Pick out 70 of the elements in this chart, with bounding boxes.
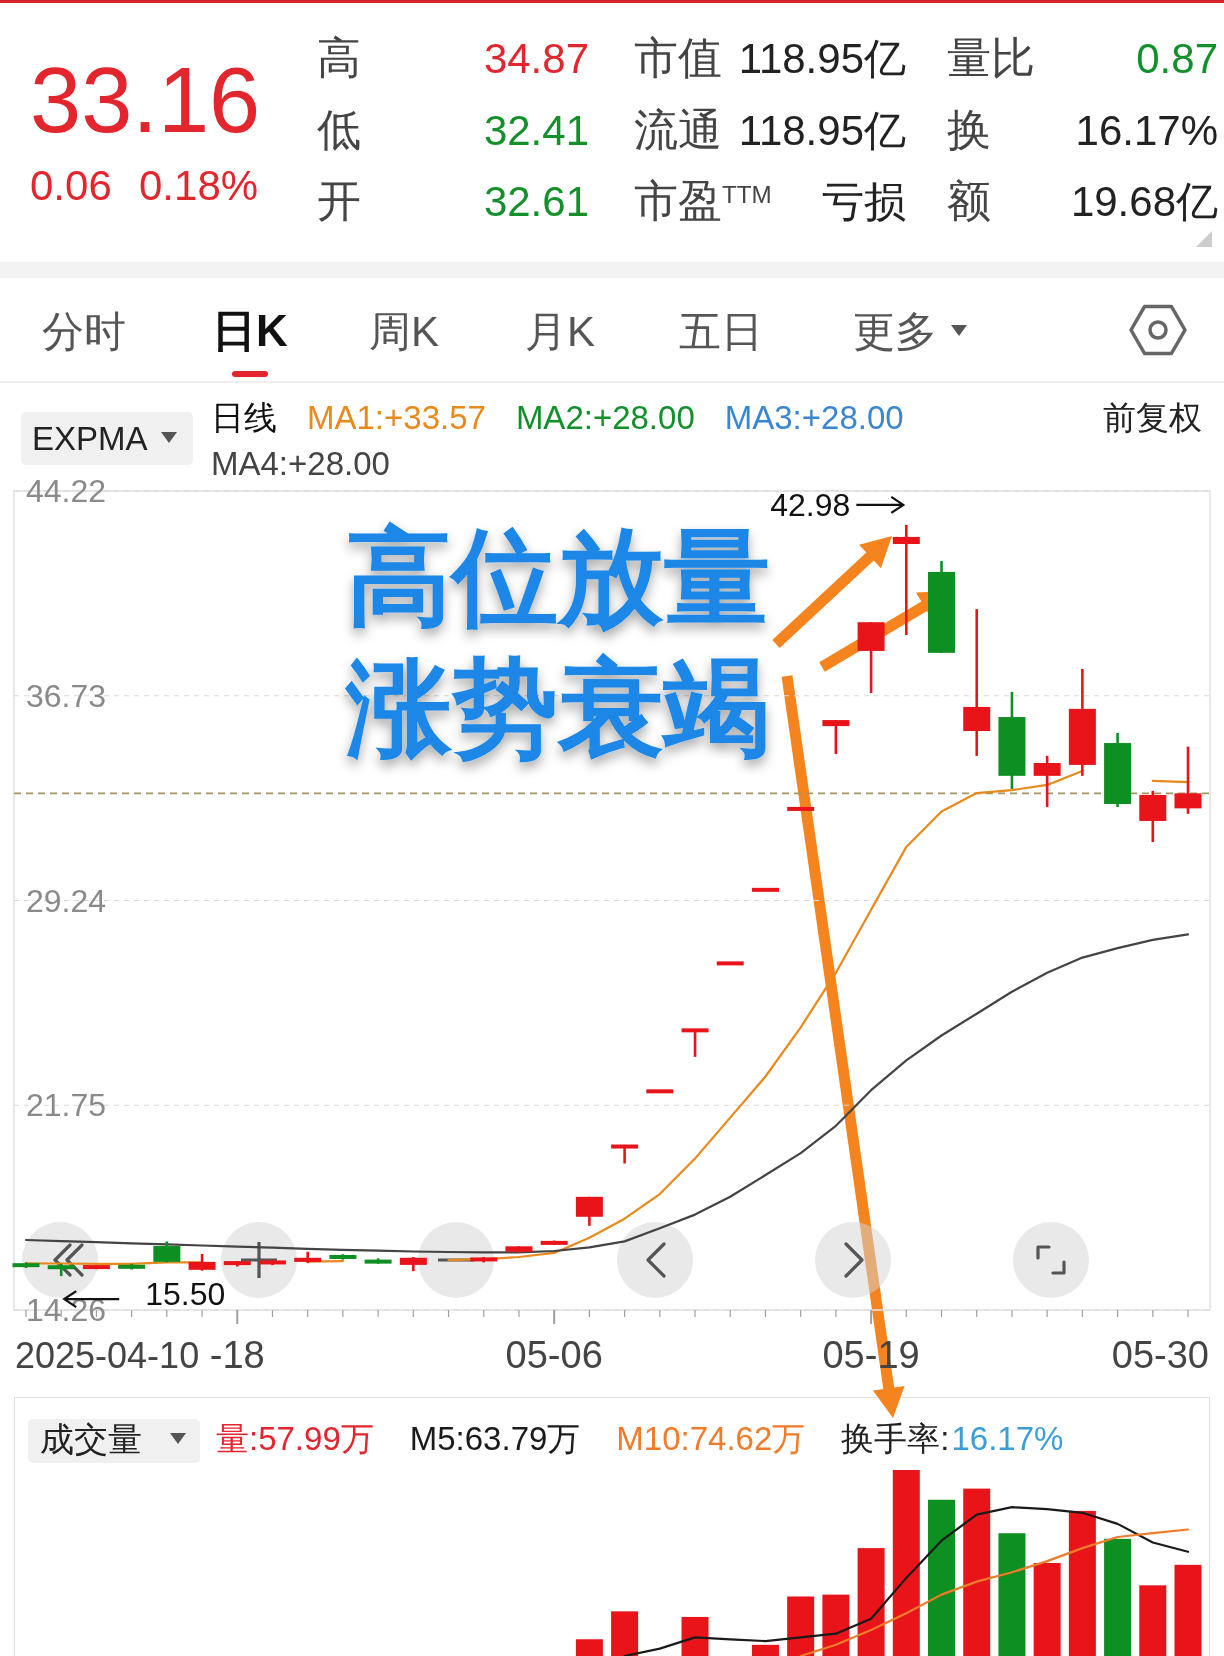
bar xyxy=(575,1639,603,1656)
text: 32.41 xyxy=(483,107,589,154)
text: 量:57.99万 xyxy=(216,1420,374,1457)
bar xyxy=(1174,1564,1202,1656)
text: M10:74.62万 xyxy=(616,1420,806,1457)
y-tick-label: 21.75 xyxy=(26,1087,107,1124)
text: 0.06 xyxy=(30,162,112,209)
text: 16.17% xyxy=(951,1420,1064,1457)
text: 高 xyxy=(317,33,361,82)
text: 118.95亿 xyxy=(738,107,906,154)
x-tick-label: -18 xyxy=(209,1334,265,1376)
bar xyxy=(681,1616,709,1656)
legend-label: MA2:+28.00 xyxy=(515,399,695,436)
text: MA1:+33.57 xyxy=(307,399,486,436)
bar xyxy=(998,1533,1026,1656)
text: 19.68亿 xyxy=(1070,178,1218,225)
bar xyxy=(963,1488,991,1656)
text: 0.87 xyxy=(1136,35,1218,82)
text: 量比 xyxy=(947,33,1035,82)
text: 月K xyxy=(524,308,596,355)
bar xyxy=(751,1644,779,1656)
bar xyxy=(1033,1563,1061,1656)
text: 五日 xyxy=(679,308,763,355)
text: 亏损 xyxy=(822,178,906,225)
text: 流通 xyxy=(634,105,722,154)
y-tick-label: 44.22 xyxy=(26,473,107,509)
text: 周K xyxy=(368,308,440,355)
text: 34.87 xyxy=(483,35,589,82)
bar xyxy=(787,1596,815,1656)
legend-label: MA3:+28.00 xyxy=(724,399,904,436)
text: 成交量 xyxy=(40,1420,142,1458)
text: 换 xyxy=(947,105,991,154)
text: 日K xyxy=(212,306,289,355)
line-series xyxy=(24,933,1190,1254)
text: 市值 xyxy=(634,33,722,82)
text: EXPMA xyxy=(32,420,148,457)
text: 市盈$^{TTM}$ xyxy=(634,176,772,225)
x-tick-label: 05-06 xyxy=(505,1334,603,1376)
text: 32.61 xyxy=(483,178,589,225)
annotation: 高位放量 xyxy=(346,518,770,636)
text: MA4:+28.00 xyxy=(211,445,390,482)
text: 33.16 xyxy=(30,49,261,151)
text: M5:63.79万 xyxy=(409,1420,581,1457)
annotation: 15.50 xyxy=(145,1276,226,1313)
text: 16.17% xyxy=(1075,107,1218,154)
annotation: 42.98 xyxy=(770,486,851,523)
bar xyxy=(822,1594,850,1656)
text: 分时 xyxy=(42,308,126,355)
y-tick-label: 29.24 xyxy=(26,882,107,919)
bar xyxy=(892,1470,920,1656)
text: 05-30 xyxy=(1111,1334,1209,1376)
bar xyxy=(857,1548,885,1656)
bar xyxy=(1104,1538,1132,1656)
text: 前复权 xyxy=(1103,399,1202,436)
y-tick-label: 14.26 xyxy=(26,1292,107,1328)
text: 低 xyxy=(317,105,361,154)
text: 2025-04-10 xyxy=(15,1335,200,1376)
text: 118.95亿 xyxy=(738,35,906,82)
annotation: 涨势衰竭 xyxy=(345,649,770,767)
text: 换手率: xyxy=(841,1420,950,1457)
text: 额 xyxy=(947,176,991,225)
text: 开 xyxy=(317,176,361,225)
bar xyxy=(1068,1510,1096,1656)
legend-title: 日线 xyxy=(211,399,277,436)
y-tick-label: 36.73 xyxy=(26,677,107,714)
bar xyxy=(611,1611,639,1656)
text: 0.18% xyxy=(139,162,259,209)
bar xyxy=(928,1499,956,1656)
bar xyxy=(1139,1585,1167,1656)
text: 更多 xyxy=(853,308,937,355)
